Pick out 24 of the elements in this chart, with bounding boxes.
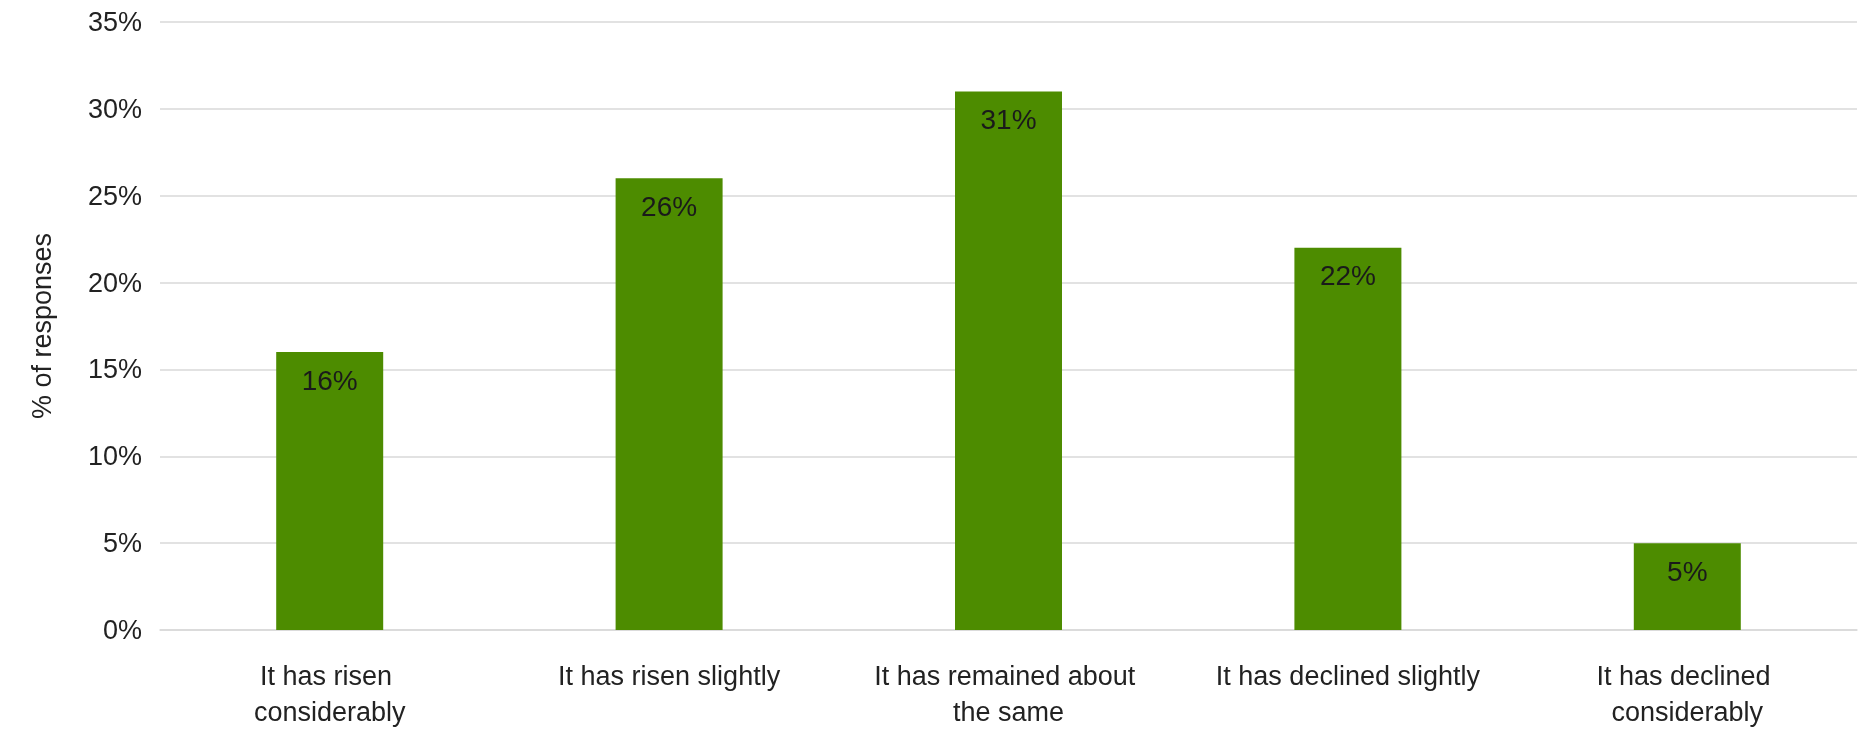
y-tick-label: 15% — [87, 354, 142, 385]
data-label: 22% — [1319, 260, 1376, 292]
data-label: 16% — [301, 364, 358, 396]
bar — [955, 91, 1062, 630]
y-tick-label: 25% — [87, 180, 142, 211]
y-axis-title: % of responses — [26, 232, 57, 420]
bar — [1633, 543, 1741, 630]
data-label: 26% — [641, 190, 698, 222]
y-tick-label: 30% — [87, 93, 142, 124]
y-tick-label: 35% — [87, 7, 142, 37]
x-tick-label: It has risen slightly — [558, 661, 781, 691]
y-tick-label: 0% — [102, 615, 142, 645]
bar — [276, 352, 384, 630]
x-tick-label: It has declined considerably — [1596, 661, 1779, 727]
bar — [1294, 247, 1402, 630]
bar — [615, 178, 723, 630]
data-label: 5% — [1667, 555, 1708, 587]
data-label: 31% — [980, 103, 1037, 135]
y-tick-label: 10% — [87, 441, 142, 472]
x-tick-label: It has risen considerably — [253, 661, 406, 727]
x-tick-label: It has declined slightly — [1215, 661, 1481, 691]
y-tick-label: 20% — [87, 267, 142, 298]
y-tick-label: 5% — [102, 528, 142, 559]
x-tick-label: It has remained about the same — [874, 661, 1143, 727]
